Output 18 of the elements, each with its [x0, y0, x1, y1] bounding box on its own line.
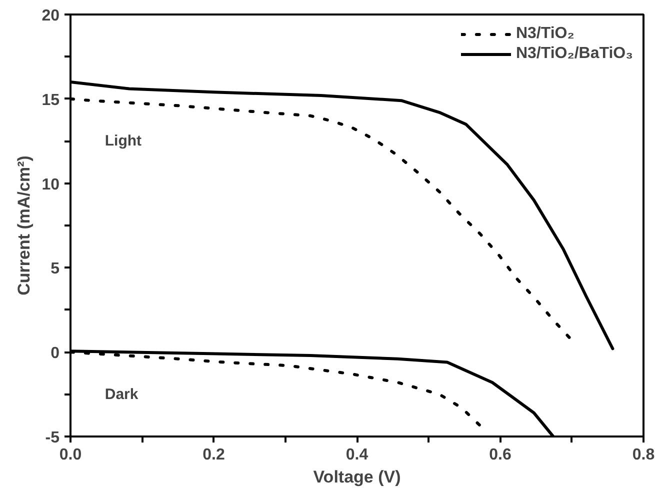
x-tick-label: 0.8 [632, 446, 655, 464]
y-tick-label: 15 [42, 92, 60, 109]
y-axis-title: Current (mA/cm²) [14, 156, 34, 296]
y-tick-label: 20 [42, 8, 60, 24]
x-tick-label: 0.2 [202, 446, 225, 464]
legend-label: N3/TiO₂/BaTiO₃ [516, 45, 633, 63]
annotation: Light [104, 132, 142, 150]
line-series [70, 80, 614, 350]
x-tick-label: 0.0 [59, 446, 82, 464]
annotation: Dark [104, 386, 139, 403]
y-tick-label: 5 [50, 260, 60, 278]
y-tick-label: -5 [45, 430, 60, 446]
y-tick-label: 0 [50, 345, 60, 362]
x-tick-label: 0.6 [489, 446, 512, 464]
legend-label: N3/TiO₂ [516, 25, 574, 43]
x-axis-title: Voltage (V) [313, 468, 401, 486]
y-tick-label: 10 [42, 176, 60, 194]
x-tick-label: 0.4 [346, 446, 368, 464]
